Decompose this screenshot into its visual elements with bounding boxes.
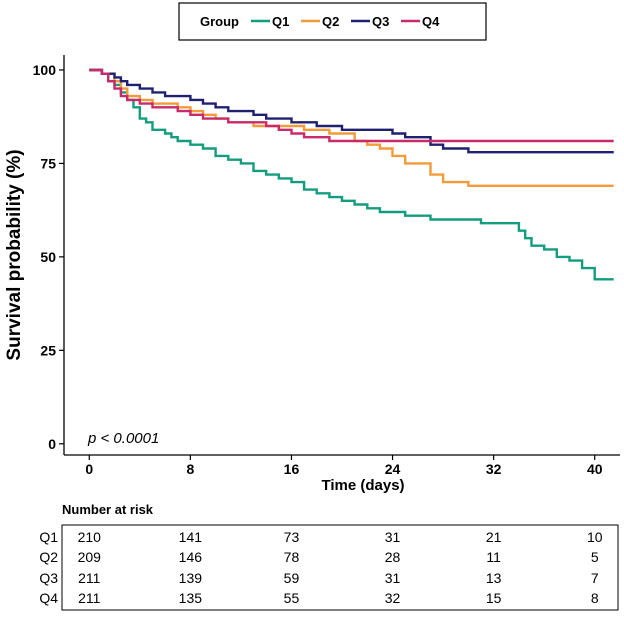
risk-row-group: Q1 — [39, 529, 58, 545]
risk-row-group: Q4 — [39, 590, 58, 606]
legend-label-q4: Q4 — [422, 14, 440, 29]
x-tick-label: 40 — [587, 461, 603, 477]
legend-label-q3: Q3 — [372, 14, 389, 29]
y-tick-label: 50 — [40, 249, 56, 265]
risk-cell: 78 — [284, 549, 300, 565]
risk-cell: 28 — [385, 549, 401, 565]
risk-cell: 55 — [284, 590, 300, 606]
risk-cell: 210 — [78, 529, 102, 545]
risk-cell: 32 — [385, 590, 401, 606]
x-tick-label: 0 — [85, 461, 93, 477]
y-tick-label: 75 — [40, 155, 56, 171]
y-tick-label: 25 — [40, 342, 56, 358]
risk-cell: 10 — [587, 529, 603, 545]
risk-table-title: Number at risk — [62, 502, 154, 517]
risk-cell: 135 — [179, 590, 203, 606]
risk-cell: 11 — [486, 549, 501, 565]
curve-q4 — [89, 68, 614, 143]
risk-cell: 31 — [385, 570, 401, 586]
y-axis-label: Survival probability (%) — [4, 149, 25, 360]
risk-row-group: Q2 — [39, 549, 58, 565]
risk-cell: 146 — [179, 549, 203, 565]
x-tick-label: 32 — [486, 461, 502, 477]
risk-cell: 8 — [591, 590, 599, 606]
legend-label-q2: Q2 — [322, 14, 339, 29]
risk-cell: 13 — [486, 570, 502, 586]
risk-table-box — [61, 524, 619, 611]
risk-cell: 5 — [591, 549, 599, 565]
risk-cell: 73 — [284, 529, 300, 545]
risk-cell: 31 — [385, 529, 401, 545]
x-tick-label: 16 — [284, 461, 300, 477]
p-value-annotation: p < 0.0001 — [87, 430, 159, 447]
risk-cell: 139 — [179, 570, 203, 586]
risk-cell: 15 — [486, 590, 502, 606]
curve-q3 — [89, 68, 614, 154]
risk-cell: 7 — [591, 570, 599, 586]
legend-box — [178, 2, 487, 41]
risk-cell: 211 — [78, 570, 101, 586]
x-axis-label: Time (days) — [321, 477, 404, 494]
risk-row-group: Q3 — [39, 570, 58, 586]
risk-cell: 209 — [78, 549, 102, 565]
curve-q2 — [89, 68, 614, 187]
risk-cell: 211 — [78, 590, 101, 606]
curve-q1 — [89, 68, 614, 281]
risk-cell: 21 — [486, 529, 502, 545]
legend-title: Group — [200, 14, 239, 29]
x-tick-label: 8 — [186, 461, 194, 477]
risk-cell: 141 — [179, 529, 203, 545]
risk-cell: 59 — [284, 570, 300, 586]
x-tick-label: 24 — [385, 461, 401, 477]
legend-label-q1: Q1 — [272, 14, 289, 29]
y-tick-label: 100 — [33, 62, 57, 78]
y-tick-label: 0 — [48, 436, 56, 452]
